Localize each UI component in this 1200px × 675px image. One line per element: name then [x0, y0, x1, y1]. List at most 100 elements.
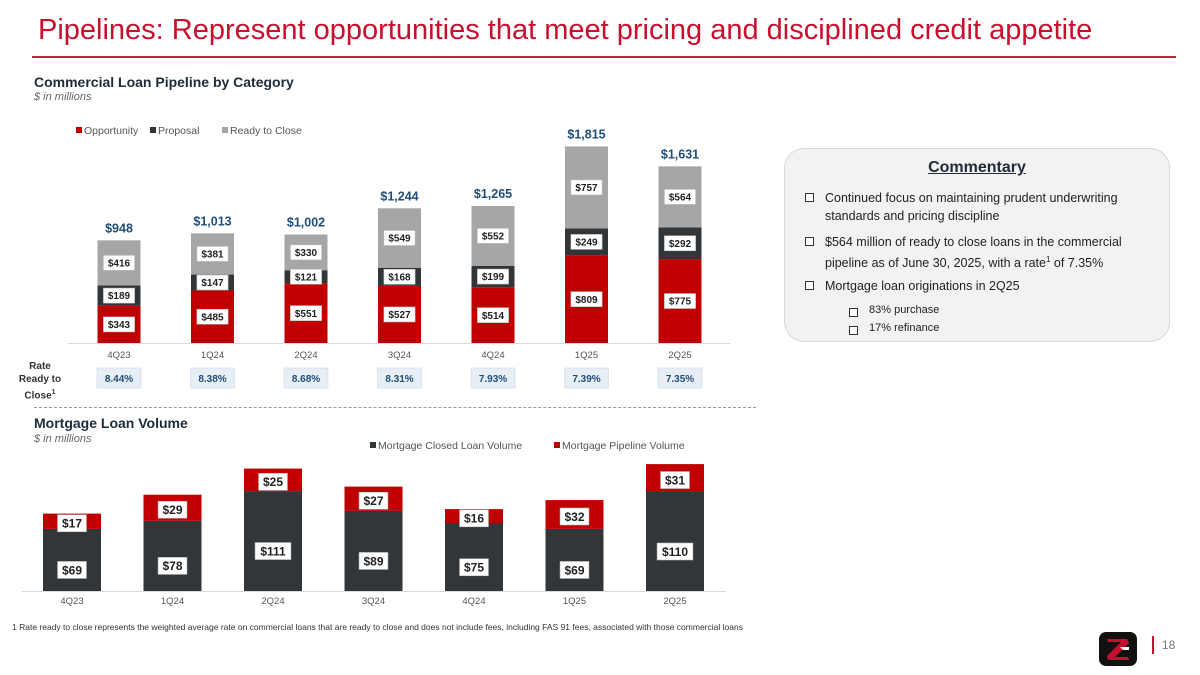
bar-label-mortgage-pipeline-volume-3Q24-box	[358, 491, 389, 510]
rate-value-1Q25: 7.39%	[572, 374, 600, 385]
commentary-subbullet-2: 17% refinance	[849, 322, 1049, 338]
rate-box-1Q25	[564, 367, 609, 389]
commercial-section-subtitle: $ in millions	[34, 91, 92, 103]
legend-label-ready-to-close: Ready to Close	[230, 125, 302, 137]
company-logo-icon	[1099, 632, 1137, 666]
rate-box-3Q24	[377, 367, 422, 389]
bar-label-ready-to-close-4Q23-box	[103, 255, 135, 271]
bar-label-mortgage-pipeline-volume-4Q24: $16	[464, 512, 484, 526]
bar-label-mortgage-pipeline-volume-4Q23-box	[57, 514, 87, 533]
rate-box-4Q24	[470, 367, 516, 389]
bar-label-proposal-2Q25-box	[664, 235, 696, 252]
legend-label-proposal: Proposal	[158, 125, 199, 137]
total-label-2Q24: $1,002	[287, 215, 325, 229]
bar-label-mortgage-closed-loan-volume-1Q24-box	[157, 557, 188, 575]
subbullet-1-text: 83% purchase	[869, 304, 940, 316]
bar-label-ready-to-close-1Q25-box	[570, 179, 603, 196]
bar-mortgage-closed-loan-volume-1Q24	[143, 520, 202, 591]
rate-box-4Q23	[96, 367, 142, 389]
bar-label-opportunity-1Q25: $809	[575, 295, 598, 306]
bullet-2-main: $564 million of ready to close loans in …	[825, 235, 1122, 271]
category-label-2Q24: 2Q24	[294, 350, 317, 361]
bar-label-opportunity-1Q24-box	[196, 308, 229, 325]
mortgage-section-title: Mortgage Loan Volume	[34, 415, 188, 431]
bar-label-ready-to-close-3Q24: $549	[388, 234, 411, 245]
rate-box-2Q25	[657, 367, 703, 389]
bar-label-mortgage-pipeline-volume-1Q25-box	[559, 507, 590, 526]
bullet-box-icon	[805, 281, 814, 290]
rate-value-4Q24: 7.93%	[479, 374, 507, 385]
bar-label-opportunity-3Q24: $527	[388, 310, 411, 321]
bar-label-mortgage-closed-loan-volume-4Q24: $75	[464, 561, 484, 575]
bar-label-opportunity-3Q24-box	[383, 306, 416, 323]
rate-box-1Q24	[190, 367, 235, 389]
category-label-1Q25: 1Q25	[575, 350, 598, 361]
bar-label-mortgage-closed-loan-volume-2Q25: $110	[662, 545, 688, 559]
bar-label-opportunity-4Q23-box	[103, 316, 135, 333]
bar-label-mortgage-pipeline-volume-1Q25: $32	[564, 510, 584, 524]
bar-label-ready-to-close-4Q24-box	[477, 228, 509, 244]
section-divider	[34, 407, 756, 408]
legend-swatch-mortgage-pipeline-volume	[554, 442, 560, 448]
commercial-section-title: Commercial Loan Pipeline by Category	[34, 74, 294, 90]
bar-label-mortgage-closed-loan-volume-4Q24-box	[459, 558, 489, 577]
rate-ready-to-close-label: Rate Ready to Close1	[14, 360, 66, 402]
legend-swatch-opportunity	[76, 127, 82, 133]
bar-label-mortgage-pipeline-volume-2Q25: $31	[665, 473, 685, 487]
category-label-4Q24: 4Q24	[462, 596, 485, 607]
bar-label-proposal-1Q24: $147	[201, 278, 224, 289]
bar-label-opportunity-2Q25: $775	[669, 297, 692, 308]
bar-label-mortgage-pipeline-volume-2Q24-box	[258, 473, 288, 491]
bar-label-proposal-2Q24-box	[290, 268, 322, 285]
bar-label-proposal-4Q24-box	[477, 268, 509, 285]
rate-value-2Q24: 8.68%	[292, 374, 320, 385]
bar-mortgage-closed-loan-volume-4Q24	[445, 523, 503, 591]
page-title: Pipelines: Represent opportunities that …	[38, 14, 1093, 46]
bar-label-mortgage-closed-loan-volume-1Q25-box	[559, 561, 590, 579]
total-label-3Q24: $1,244	[380, 189, 418, 203]
total-label-4Q24: $1,265	[474, 187, 512, 201]
bullet-3-text: Mortgage loan originations in 2Q25	[825, 279, 1020, 293]
category-label-4Q23: 4Q23	[107, 350, 130, 361]
bar-label-ready-to-close-4Q24: $552	[482, 231, 505, 242]
total-label-4Q23: $948	[105, 221, 133, 235]
bar-label-ready-to-close-2Q24-box	[290, 244, 322, 261]
total-label-1Q24: $1,013	[193, 214, 231, 228]
bar-mortgage-closed-loan-volume-3Q24	[344, 510, 403, 591]
rate-value-4Q23: 8.44%	[105, 374, 133, 385]
bar-label-mortgage-closed-loan-volume-3Q24-box	[358, 552, 389, 570]
bullet-2-footnote-mark: 1	[1045, 255, 1051, 264]
bar-label-proposal-1Q25: $249	[575, 238, 598, 249]
bullet-2-rate: of 7.35%	[1050, 256, 1104, 271]
rate-label-footnote-mark: 1	[51, 389, 56, 396]
bullet-1-text: Continued focus on maintaining prudent u…	[825, 191, 1118, 223]
bar-label-mortgage-pipeline-volume-4Q24-box	[459, 509, 489, 528]
bar-label-proposal-1Q24-box	[196, 274, 229, 291]
bar-label-opportunity-2Q25-box	[664, 293, 696, 309]
bar-label-opportunity-4Q23: $343	[108, 320, 131, 331]
bar-label-ready-to-close-4Q23: $416	[108, 258, 131, 269]
category-label-3Q24: 3Q24	[362, 596, 385, 607]
bullet-box-icon	[805, 237, 814, 246]
bullet-box-icon	[849, 326, 858, 335]
title-rule	[32, 56, 1176, 58]
bar-label-opportunity-1Q25-box	[570, 291, 603, 307]
bar-label-mortgage-pipeline-volume-2Q24: $25	[263, 475, 283, 489]
bar-label-mortgage-closed-loan-volume-2Q24-box	[254, 542, 292, 560]
bar-mortgage-closed-loan-volume-1Q25	[545, 528, 604, 591]
bar-mortgage-closed-loan-volume-2Q25	[646, 492, 704, 591]
legend-swatch-proposal	[150, 127, 156, 133]
bar-label-mortgage-closed-loan-volume-4Q23: $69	[62, 563, 82, 577]
rate-box-2Q24	[283, 367, 329, 389]
page-number-separator	[1152, 636, 1154, 654]
bar-label-ready-to-close-2Q25-box	[664, 189, 696, 205]
bar-label-mortgage-closed-loan-volume-4Q23-box	[57, 561, 87, 579]
commentary-title: Commentary	[928, 159, 1026, 176]
rate-value-2Q25: 7.35%	[666, 374, 694, 385]
bar-label-mortgage-pipeline-volume-4Q23: $17	[62, 517, 82, 531]
category-label-1Q24: 1Q24	[201, 350, 224, 361]
bullet-box-icon	[805, 193, 814, 202]
bar-label-proposal-1Q25-box	[570, 234, 603, 250]
legend-swatch-mortgage-closed-loan-volume	[370, 442, 376, 448]
bar-label-ready-to-close-2Q24: $330	[295, 248, 318, 259]
